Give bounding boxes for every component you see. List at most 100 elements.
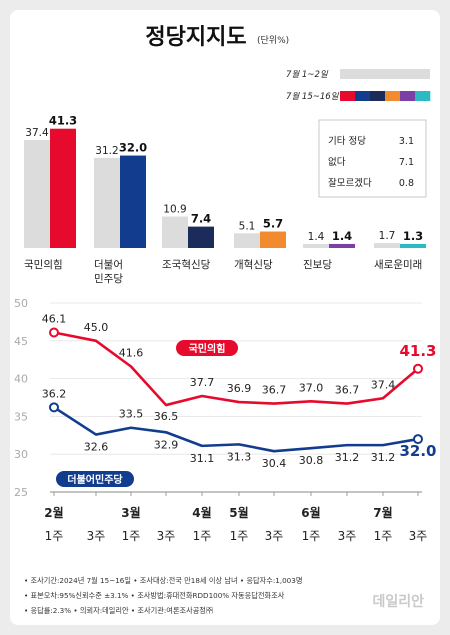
y-tick-40: 40 [14, 373, 28, 386]
point-0-10 [413, 363, 423, 374]
y-tick-35: 35 [14, 410, 28, 423]
bar-curr-0 [50, 128, 76, 248]
line-label-0-0: 46.1 [42, 312, 67, 325]
line-label-1-4: 31.1 [190, 452, 215, 465]
x-week-label-5: 1주 [230, 529, 249, 543]
footnote-3: • 응답률:2.3% • 의뢰자:데일리안 • 조사기관:여론조사공정㈜ [24, 606, 214, 615]
others-value-2: 0.8 [399, 178, 414, 189]
x-week-label-7: 1주 [302, 529, 321, 543]
x-month-label-9: 7월 [373, 505, 392, 520]
watermark-logo: 데일리안 [372, 594, 424, 610]
legend-prev-label: 7월 1~2일 [286, 69, 329, 80]
series-tag-1: 더불어민주당 [67, 473, 123, 486]
unit-label: (단위%) [257, 35, 289, 46]
others-value-1: 7.1 [399, 157, 414, 168]
x-week-label-6: 3주 [265, 529, 284, 543]
line-label-1-3: 32.9 [154, 438, 179, 451]
chart-canvas: 정당지지도 (단위%) 7월 1~2일 7월 15~16일 기타 정당 3.1 … [14, 25, 437, 543]
bar-curr-label-5: 1.3 [403, 229, 423, 243]
line-label-1-0: 36.2 [42, 387, 67, 400]
x-month-label-7: 6월 [301, 505, 320, 520]
bar-category-4: 진보당 [303, 259, 332, 271]
line-label-1-6: 30.4 [262, 457, 287, 470]
bar-curr-label-0: 41.3 [49, 114, 77, 128]
x-month-label-0: 2월 [44, 505, 63, 520]
bar-curr-2 [188, 226, 214, 248]
line-label-0-5: 36.9 [227, 382, 252, 395]
y-tick-50: 50 [14, 297, 28, 310]
line-label-1-7: 30.8 [299, 454, 324, 467]
legend-swatch-5 [415, 91, 431, 101]
x-week-label-9: 1주 [374, 529, 393, 543]
legend-swatch-2 [370, 91, 386, 101]
line-label-1-5: 31.3 [227, 450, 252, 463]
point-0-0 [49, 327, 59, 338]
footnote-1: • 조사기간:2024년 7월 15~16일 • 조사대상:전국 만18세 이상… [24, 576, 303, 585]
bar-prev-4 [303, 243, 329, 248]
infographic-card: 정당지지도 (단위%) 7월 1~2일 7월 15~16일 기타 정당 3.1 … [10, 10, 440, 625]
x-month-label-2: 3월 [121, 505, 140, 520]
legend-curr-label: 7월 15~16일 [286, 91, 340, 102]
y-tick-25: 25 [14, 486, 28, 499]
line-label-0-7: 37.0 [299, 381, 324, 394]
bar-prev-2 [162, 216, 188, 248]
bar-prev-label-0: 37.4 [25, 127, 49, 139]
line-label-1-9: 31.2 [371, 451, 396, 464]
others-box: 기타 정당 3.1 없다 7.1 잘모르겠다 0.8 [318, 119, 427, 198]
bar-prev-5 [374, 243, 400, 248]
point-1-10 [413, 434, 423, 445]
bar-curr-label-1: 32.0 [119, 141, 147, 155]
bar-category-1-line2: 민주당 [94, 273, 123, 285]
bar-prev-label-5: 1.7 [379, 230, 396, 242]
series-tag-0: 국민의힘 [189, 342, 226, 355]
line-label-0-10: 41.3 [399, 342, 436, 360]
legend-swatch-3 [385, 91, 401, 101]
bar-prev-label-1: 31.2 [95, 145, 118, 157]
line-chart: 25 30 35 40 45 50 2월 1주 3주 3월 1주 3주 4월 1주 5월 1주 3주 6월 1주 3주… [14, 297, 437, 543]
bar-prev-0 [24, 139, 50, 248]
legend-swatch-1 [355, 91, 371, 101]
page-title: 정당지지도 [145, 25, 246, 50]
bar-curr-label-3: 5.7 [263, 217, 283, 231]
x-week-label-2: 1주 [122, 529, 141, 543]
bar-category-3: 개혁신당 [234, 259, 273, 271]
x-week-label-8: 3주 [338, 529, 357, 543]
line-label-0-2: 41.6 [119, 347, 144, 360]
x-week-label-3: 3주 [157, 529, 176, 543]
line-series-0 [53, 331, 419, 407]
line-label-1-1: 32.6 [84, 441, 109, 454]
line-label-1-2: 33.5 [119, 408, 144, 421]
bar-prev-1 [94, 157, 120, 248]
bar-category-2: 조국혁신당 [162, 259, 211, 271]
bar-category-5: 새로운미래 [374, 259, 422, 271]
bar-curr-4 [329, 243, 355, 248]
bar-prev-label-3: 5.1 [239, 220, 256, 232]
x-month-label-5: 5월 [229, 505, 248, 520]
y-tick-30: 30 [14, 448, 28, 461]
bar-category-0: 국민의힘 [24, 259, 63, 271]
line-label-0-4: 37.7 [190, 376, 215, 389]
line-label-1-10: 32.0 [399, 442, 436, 460]
bar-prev-3 [234, 233, 260, 248]
legend-swatch-0 [340, 91, 356, 101]
x-week-label-1: 3주 [87, 529, 106, 543]
series-tag-bg-0 [176, 340, 238, 356]
bar-curr-3 [260, 231, 286, 248]
bar-curr-label-2: 7.4 [191, 212, 211, 226]
y-tick-45: 45 [14, 335, 28, 348]
legend-curr-swatches [340, 91, 431, 101]
bar-curr-5 [400, 244, 426, 248]
series-tag-bg-1 [56, 471, 134, 487]
legend-prev-swatch [340, 69, 430, 79]
bar-curr-label-4: 1.4 [332, 229, 352, 243]
line-label-0-1: 45.0 [84, 321, 109, 334]
others-label-0: 기타 정당 [328, 136, 366, 147]
x-month-label-4: 4월 [192, 505, 211, 520]
bar-category-1: 더불어 [94, 259, 123, 271]
line-label-1-8: 31.2 [335, 451, 360, 464]
line-label-0-6: 36.7 [262, 384, 287, 397]
bar-chart: 37.441.3 국민의힘 31.2 32.0 더불어민주당 10.9 7.4 조국혁신당 5.… [24, 114, 426, 285]
legend: 7월 1~2일 7월 15~16일 [286, 69, 431, 102]
line-label-0-9: 37.4 [371, 378, 396, 391]
others-label-2: 잘모르겠다 [328, 177, 372, 189]
